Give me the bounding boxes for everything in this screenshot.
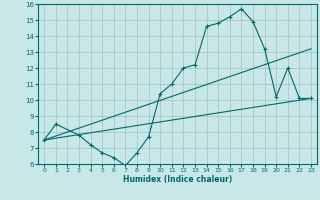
X-axis label: Humidex (Indice chaleur): Humidex (Indice chaleur)	[123, 175, 232, 184]
